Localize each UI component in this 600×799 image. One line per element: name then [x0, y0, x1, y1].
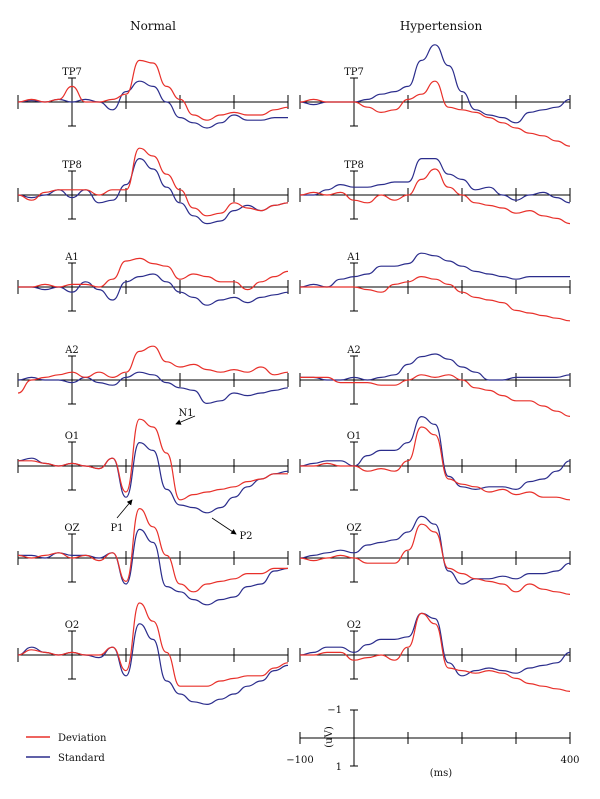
trace-panel-hypertension-o1: O1 — [299, 415, 571, 501]
legend: Deviation Standard — [26, 733, 107, 764]
trace-panel-normal-a2: A2 — [17, 345, 289, 405]
trace-panel-normal-a1: A1 — [17, 252, 289, 312]
trace-panel-hypertension-tp8: TP8 — [299, 157, 571, 225]
legend-label-standard: Standard — [58, 753, 105, 764]
series-line-deviation — [17, 59, 289, 121]
series-line-deviation — [18, 418, 288, 501]
channel-label-tp8: TP8 — [344, 160, 364, 171]
trace-panel-normal-tp7: TP7 — [17, 59, 289, 129]
scale-x-unit-label: (ms) — [430, 768, 453, 779]
trace-panel-hypertension-o2: O2 — [299, 612, 571, 692]
series-line-deviation — [18, 257, 289, 291]
series-line-deviation — [17, 345, 289, 394]
series-line-standard — [17, 80, 288, 129]
trace-panel-hypertension-tp7: TP7 — [299, 44, 571, 147]
channel-label-a1: A1 — [346, 252, 361, 263]
trace-panel-normal-o2: O2 — [17, 602, 289, 706]
series-line-standard — [17, 441, 289, 514]
peak-arrow-p1 — [116, 499, 133, 519]
channel-label-oz: OZ — [346, 523, 361, 534]
scale-x-min-label: −100 — [286, 755, 313, 766]
channel-label-tp7: TP7 — [62, 67, 82, 78]
series-line-standard — [300, 157, 571, 204]
series-line-standard — [299, 252, 570, 288]
legend-label-deviation: Deviation — [58, 733, 107, 744]
channel-label-o2: O2 — [347, 620, 362, 631]
channel-label-o2: O2 — [65, 620, 80, 631]
series-line-deviation — [17, 602, 289, 687]
trace-panel-normal-o1: O1 — [17, 418, 289, 514]
channel-label-a2: A2 — [346, 345, 361, 356]
scale-y-top-label: −1 — [327, 705, 342, 716]
scale-x-max-label: 400 — [560, 755, 579, 766]
trace-panel-hypertension-a1: A1 — [299, 252, 571, 322]
scale-y-unit-label: (uV) — [324, 726, 335, 748]
trace-panel-hypertension-oz: OZ — [299, 515, 571, 595]
trace-panel-normal-tp8: TP8 — [17, 147, 289, 225]
series-line-standard — [18, 273, 289, 306]
channel-label-tp8: TP8 — [62, 160, 82, 171]
trace-panel-normal-oz: OZ — [17, 507, 289, 606]
series-line-deviation — [17, 147, 289, 217]
series-line-deviation — [299, 523, 571, 595]
series-line-standard — [299, 44, 571, 124]
series-line-standard — [299, 515, 571, 585]
series-line-deviation — [300, 374, 571, 417]
series-line-standard — [300, 353, 571, 381]
series-line-standard — [17, 157, 289, 225]
peak-label-p2: P2 — [239, 531, 252, 542]
channel-label-o1: O1 — [347, 431, 362, 442]
channel-label-a1: A1 — [64, 252, 79, 263]
peak-annotations-layer: N1 P1 P2 — [110, 408, 252, 542]
series-line-deviation — [299, 168, 571, 225]
panels-layer: Normal Hypertension TP7 TP8 A1 A2 O1 OZ O2 TP7 TP8… — [17, 19, 571, 706]
channel-label-o1: O1 — [65, 431, 80, 442]
scale-bar: −1 1 −100 400 (ms) (uV) — [286, 705, 579, 779]
peak-label-p1: P1 — [110, 523, 123, 534]
series-line-deviation — [300, 612, 571, 692]
channel-label-oz: OZ — [64, 523, 79, 534]
series-line-deviation — [300, 426, 571, 501]
peak-arrow-n1 — [175, 415, 196, 425]
trace-panel-hypertension-a2: A2 — [299, 345, 571, 417]
peak-arrow-p2 — [211, 517, 237, 535]
channel-label-a2: A2 — [64, 345, 79, 356]
series-line-deviation — [299, 80, 571, 147]
series-line-deviation — [17, 507, 288, 593]
series-line-deviation — [300, 275, 571, 322]
panel-title-hypertension: Hypertension — [400, 19, 483, 33]
peak-label-n1: N1 — [178, 408, 193, 419]
series-line-standard — [299, 415, 571, 491]
series-line-standard — [17, 623, 289, 706]
scale-y-bottom-label: 1 — [336, 762, 342, 773]
panel-title-normal: Normal — [130, 19, 176, 33]
series-line-standard — [299, 612, 571, 677]
channel-label-tp7: TP7 — [344, 67, 364, 78]
series-line-standard — [17, 371, 289, 405]
